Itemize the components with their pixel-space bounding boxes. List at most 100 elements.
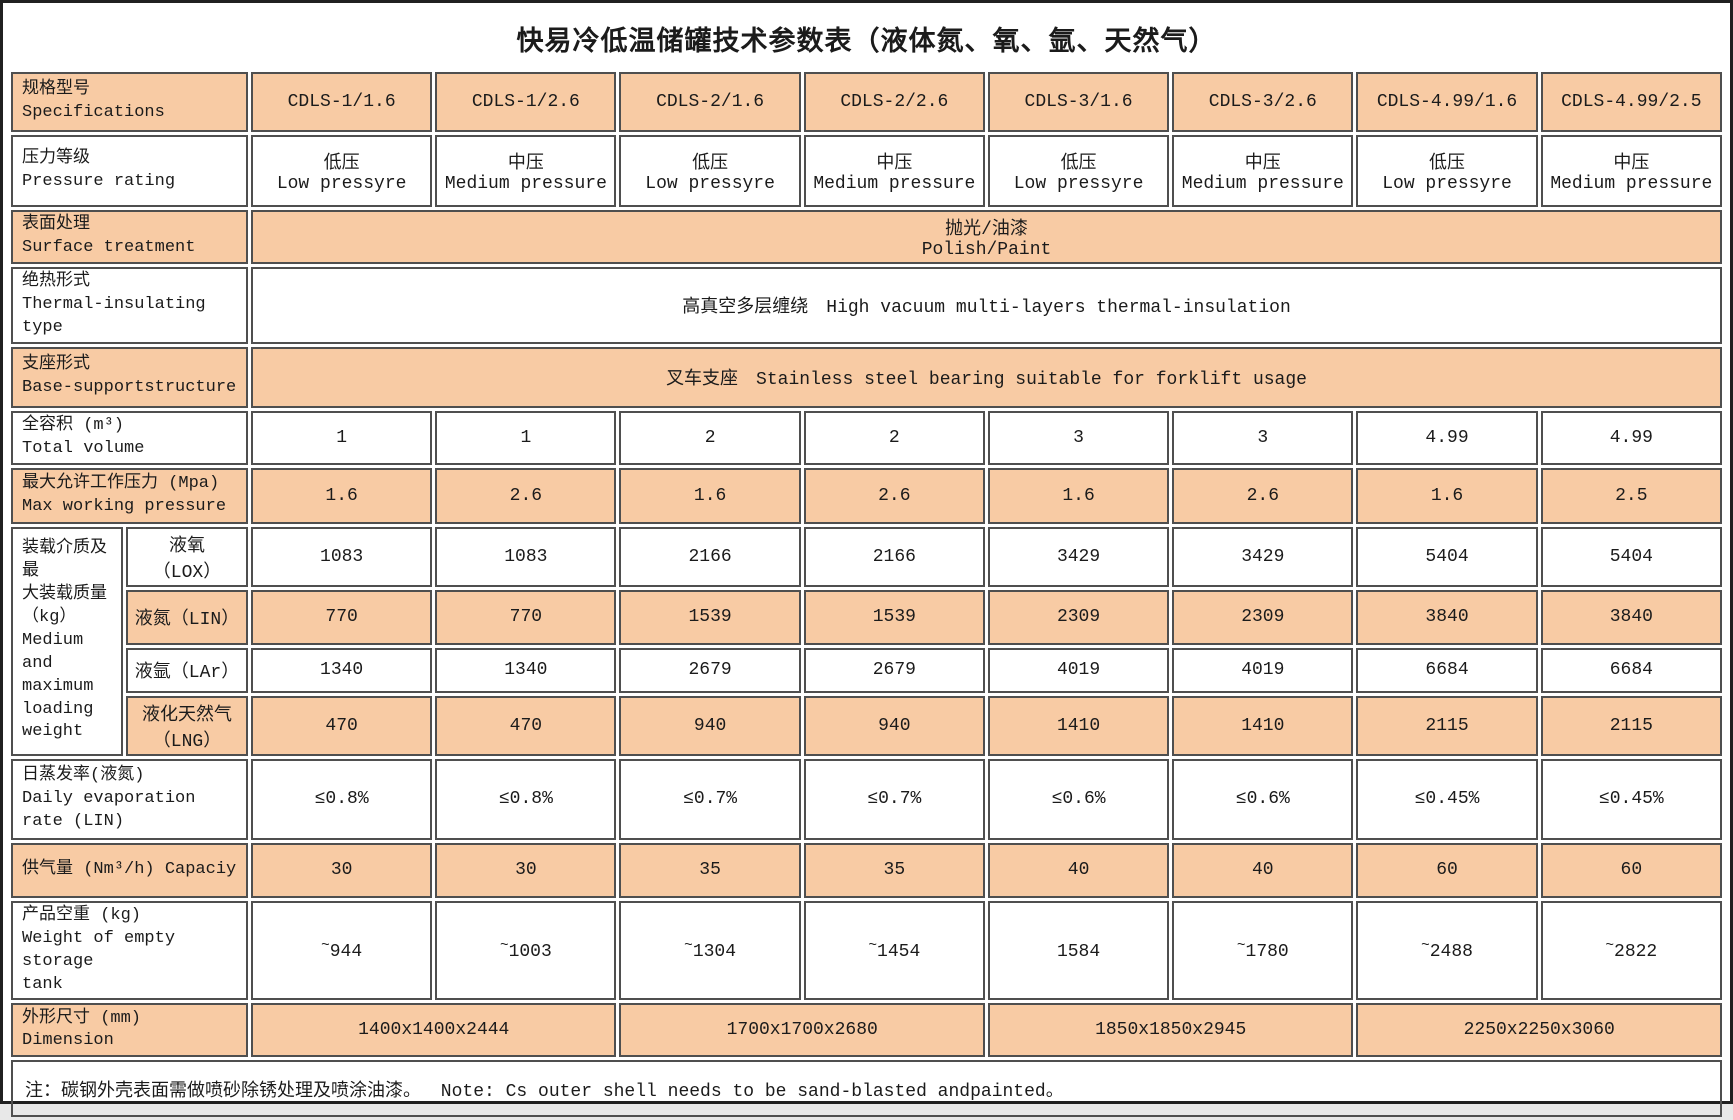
loading-value-cell: 4019	[1172, 647, 1354, 693]
dimension-value-cell: 1700x1700x2680	[619, 1003, 985, 1058]
evaporation-value-cell: ≤0.45%	[1540, 758, 1722, 840]
pressure-value-cell: 低压 Low pressyre	[987, 135, 1170, 207]
model-header-cell: CDLS-4.99/1.6	[1356, 72, 1538, 132]
approx-tilde: ~	[868, 938, 878, 955]
capacity-value-cell: 30	[435, 842, 617, 898]
loading-value-cell: 1083	[251, 526, 433, 587]
capacity-value-cell: 40	[1172, 842, 1354, 898]
model-header-cell: CDLS-1/2.6	[435, 72, 617, 132]
empty-weight-value-cell: ~2822	[1540, 900, 1722, 1001]
loading-value-cell: 2166	[803, 526, 985, 587]
loading-value-cell: 1083	[435, 526, 617, 587]
loading-value-cell: 3840	[1356, 589, 1538, 645]
spec-label-cell: 规格型号 Specifications	[11, 72, 249, 132]
volume-value-cell: 2	[619, 410, 801, 465]
pressure-value-cell: 低压 Low pressyre	[1356, 135, 1538, 207]
loading-value-cell: 3429	[987, 526, 1170, 587]
loading-value-cell: 1539	[619, 589, 801, 645]
capacity-value-cell: 60	[1540, 842, 1722, 898]
row-loading-lin: 液氮（LIN） 770 770 1539 1539 2309 2309 3840…	[11, 589, 1722, 645]
empty-weight-label-cell: 产品空重 (kg) Weight of empty storage tank	[11, 900, 249, 1001]
max-pressure-value-cell: 2.5	[1540, 467, 1722, 524]
loading-value-cell: 5404	[1356, 526, 1538, 587]
loading-value-cell: 1410	[987, 695, 1170, 756]
row-total-volume: 全容积 (m³) Total volume 1 1 2 2 3 3 4.99 4…	[11, 410, 1722, 465]
volume-value-cell: 1	[435, 410, 617, 465]
model-header-cell: CDLS-3/2.6	[1172, 72, 1354, 132]
page-title: 快易冷低温储罐技术参数表（液体氮、氧、氩、天然气）	[516, 25, 1217, 56]
evaporation-value-cell: ≤0.7%	[619, 758, 801, 840]
empty-weight-value-cell: ~944	[251, 900, 433, 1001]
medium-label-cell: 液氧 （LOX）	[126, 526, 249, 587]
evaporation-value-cell: ≤0.8%	[251, 758, 433, 840]
empty-weight-value-cell: ~2488	[1356, 900, 1538, 1001]
base-label-cell: 支座形式 Base-supportstructure	[11, 346, 249, 408]
row-pressure-rating: 压力等级 Pressure rating 低压 Low pressyre 中压 …	[11, 135, 1722, 207]
pressure-value-cell: 中压 Medium pressure	[435, 135, 617, 207]
loading-value-cell: 6684	[1540, 647, 1722, 693]
weight-number: 1003	[508, 942, 552, 963]
capacity-value-cell: 60	[1356, 842, 1538, 898]
loading-value-cell: 940	[619, 695, 801, 756]
loading-value-cell: 6684	[1356, 647, 1538, 693]
max-pressure-value-cell: 2.6	[1172, 467, 1354, 524]
max-pressure-label-cell: 最大允许工作压力 (Mpa) Max working pressure	[11, 467, 249, 524]
loading-value-cell: 2679	[803, 647, 985, 693]
capacity-value-cell: 35	[619, 842, 801, 898]
loading-group-label-cell: 装载介质及最 大装载质量 （kg） Medium and maximum loa…	[11, 526, 123, 756]
model-header-cell: CDLS-2/2.6	[803, 72, 985, 132]
max-pressure-value-cell: 2.6	[435, 467, 617, 524]
medium-label-cell: 液化天然气 （LNG）	[126, 695, 249, 756]
volume-label-cell: 全容积 (m³) Total volume	[11, 410, 249, 465]
row-surface-treatment: 表面处理 Surface treatment 抛光/油漆 Polish/Pain…	[11, 210, 1722, 264]
note-cell: 注：碳钢外壳表面需做喷砂除锈处理及喷涂油漆。 Note: Cs outer sh…	[11, 1060, 1722, 1118]
loading-value-cell: 1340	[435, 647, 617, 693]
row-base-support: 支座形式 Base-supportstructure 叉车支座 Stainles…	[11, 346, 1722, 408]
volume-value-cell: 4.99	[1540, 410, 1722, 465]
weight-number: 1780	[1245, 942, 1289, 963]
approx-tilde: ~	[321, 938, 330, 955]
capacity-value-cell: 30	[251, 842, 433, 898]
max-pressure-value-cell: 1.6	[1356, 467, 1538, 524]
capacity-label-cell: 供气量 (Nm³/h) Capaciy	[11, 842, 249, 898]
weight-number: 1584	[1056, 942, 1101, 963]
loading-value-cell: 3429	[1172, 526, 1354, 587]
spec-table: 规格型号 Specifications CDLS-1/1.6 CDLS-1/2.…	[8, 69, 1725, 1120]
loading-value-cell: 2309	[987, 589, 1170, 645]
row-loading-lox: 装载介质及最 大装载质量 （kg） Medium and maximum loa…	[11, 526, 1722, 756]
max-pressure-value-cell: 1.6	[987, 467, 1170, 524]
weight-number: 944	[329, 942, 363, 963]
pressure-label-cell: 压力等级 Pressure rating	[11, 135, 249, 207]
dimension-label-cell: 外形尺寸 (mm) Dimension	[11, 1003, 249, 1058]
loading-value-cell: 470	[435, 695, 617, 756]
row-note: 注：碳钢外壳表面需做喷砂除锈处理及喷涂油漆。 Note: Cs outer sh…	[11, 1060, 1722, 1118]
thermal-label-cell: 绝热形式 Thermal-insulating type	[11, 267, 249, 344]
loading-value-cell: 770	[435, 589, 617, 645]
row-empty-weight: 产品空重 (kg) Weight of empty storage tank ~…	[11, 900, 1722, 1001]
surface-label-cell: 表面处理 Surface treatment	[11, 210, 249, 264]
row-loading-lar: 液氩（LAr） 1340 1340 2679 2679 4019 4019 66…	[11, 647, 1722, 693]
medium-label-cell: 液氮（LIN）	[126, 589, 249, 645]
volume-value-cell: 3	[987, 410, 1170, 465]
row-max-working-pressure: 最大允许工作压力 (Mpa) Max working pressure 1.6 …	[11, 467, 1722, 524]
evaporation-value-cell: ≤0.7%	[803, 758, 985, 840]
weight-number: 2822	[1614, 942, 1658, 963]
pressure-value-cell: 低压 Low pressyre	[251, 135, 433, 207]
row-daily-evaporation: 日蒸发率(液氮) Daily evaporation rate (LIN) ≤0…	[11, 758, 1722, 840]
approx-tilde: ~	[499, 938, 509, 955]
max-pressure-value-cell: 1.6	[619, 467, 801, 524]
loading-value-cell: 2679	[619, 647, 801, 693]
row-capacity: 供气量 (Nm³/h) Capaciy 30 30 35 35 40 40 60…	[11, 842, 1722, 898]
empty-weight-value-cell: ~1003	[435, 900, 617, 1001]
loading-value-cell: 1539	[803, 589, 985, 645]
model-header-cell: CDLS-3/1.6	[987, 72, 1170, 132]
pressure-value-cell: 中压 Medium pressure	[1540, 135, 1722, 207]
loading-value-cell: 2115	[1540, 695, 1722, 756]
evaporation-value-cell: ≤0.6%	[1172, 758, 1354, 840]
capacity-value-cell: 35	[803, 842, 985, 898]
base-value-cell: 叉车支座 Stainless steel bearing suitable fo…	[251, 346, 1722, 408]
loading-value-cell: 470	[251, 695, 433, 756]
pressure-value-cell: 低压 Low pressyre	[619, 135, 801, 207]
loading-value-cell: 1340	[251, 647, 433, 693]
